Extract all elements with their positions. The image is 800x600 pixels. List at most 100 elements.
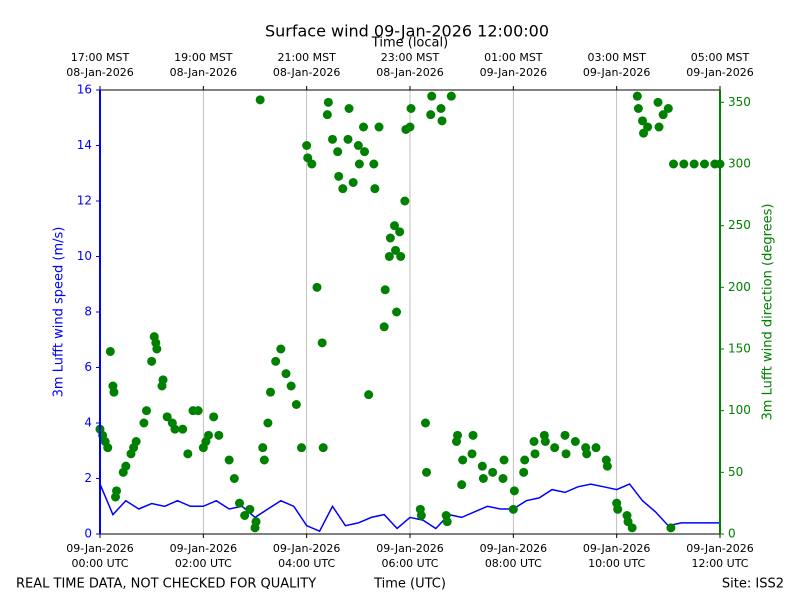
- direction-point: [421, 418, 430, 428]
- direction-point: [669, 159, 678, 169]
- direction-point: [499, 455, 509, 465]
- y-tick-label: 10: [77, 249, 92, 263]
- direction-point: [405, 122, 415, 132]
- direction-point: [204, 430, 213, 440]
- direction-point: [436, 104, 446, 113]
- y2-tick-label: 0: [728, 527, 736, 541]
- direction-point: [251, 517, 261, 527]
- y-tick-label: 8: [84, 305, 92, 319]
- direction-point: [380, 285, 390, 295]
- direction-point: [530, 449, 540, 459]
- direction-point: [266, 387, 275, 397]
- direction-point: [259, 455, 269, 465]
- direction-point: [406, 104, 416, 113]
- x2-tick-label: 23:00 MST: [381, 51, 440, 64]
- direction-point: [422, 467, 432, 477]
- x-tick-label: 12:00 UTC: [691, 557, 748, 570]
- direction-point: [338, 184, 348, 194]
- direction-point: [658, 110, 668, 120]
- direction-point: [478, 474, 488, 483]
- direction-point: [540, 437, 550, 446]
- direction-point: [446, 91, 456, 101]
- x2-tick-label: 19:00 MST: [174, 51, 233, 64]
- x-tick-label: 06:00 UTC: [381, 557, 438, 570]
- direction-point: [477, 461, 487, 471]
- direction-point: [158, 375, 168, 385]
- direction-point: [416, 511, 426, 520]
- direction-point: [633, 104, 643, 113]
- direction-point: [370, 184, 380, 194]
- direction-point: [139, 418, 149, 428]
- direction-point: [271, 356, 281, 366]
- x-tick-label: 00:00 UTC: [71, 557, 128, 570]
- y2-tick-label: 350: [728, 95, 751, 109]
- direction-point: [570, 437, 580, 446]
- x2-tick-label: 08-Jan-2026: [170, 66, 238, 79]
- direction-point: [638, 116, 647, 126]
- direction-point: [344, 104, 354, 113]
- direction-point: [395, 227, 405, 237]
- direction-point: [508, 504, 518, 514]
- y-tick-label: 16: [77, 83, 92, 97]
- y2-tick-label: 150: [728, 342, 751, 356]
- footnote: Site: ISS2: [722, 577, 784, 592]
- x2-tick-label: 05:00 MST: [691, 51, 750, 64]
- direction-point: [384, 252, 394, 261]
- footnote: REAL TIME DATA, NOT CHECKED FOR QUALITY: [16, 577, 316, 592]
- direction-point: [214, 430, 224, 440]
- direction-point: [193, 406, 203, 416]
- direction-point: [209, 412, 219, 422]
- direction-point: [663, 104, 673, 113]
- x-tick-label: 08:00 UTC: [485, 557, 542, 570]
- direction-point: [396, 252, 406, 261]
- direction-point: [427, 91, 437, 101]
- direction-point: [354, 159, 364, 169]
- direction-point: [591, 443, 601, 453]
- x-tick-label: 09-Jan-2026: [480, 542, 548, 555]
- direction-point: [343, 134, 353, 144]
- direction-point: [302, 141, 312, 150]
- direction-point: [391, 245, 401, 255]
- x-tick-label: 02:00 UTC: [175, 557, 232, 570]
- y-tick-label: 14: [77, 138, 92, 152]
- direction-point: [307, 159, 317, 169]
- direction-point: [297, 443, 306, 453]
- direction-point: [666, 523, 676, 533]
- x2-tick-label: 21:00 MST: [277, 51, 336, 64]
- direction-point: [627, 523, 637, 533]
- x-tick-label: 10:00 UTC: [588, 557, 645, 570]
- direction-point: [318, 443, 328, 453]
- direction-point: [400, 196, 410, 206]
- x2-tick-label: 01:00 MST: [484, 51, 543, 64]
- direction-point: [322, 110, 332, 120]
- y-tick-label: 0: [84, 527, 92, 541]
- direction-point: [183, 449, 193, 459]
- direction-point: [353, 141, 363, 150]
- x2-tick-label: 09-Jan-2026: [583, 66, 651, 79]
- direction-point: [348, 178, 358, 187]
- direction-point: [385, 233, 395, 243]
- direction-point: [560, 430, 570, 440]
- direction-point: [468, 430, 478, 440]
- direction-point: [276, 344, 286, 354]
- chart-title: Surface wind 09-Jan-2026 12:00:00: [265, 22, 549, 41]
- direction-point: [654, 122, 664, 132]
- direction-point: [334, 171, 344, 181]
- direction-point: [245, 504, 255, 514]
- direction-point: [442, 517, 452, 527]
- speed-line: [99, 483, 720, 533]
- y-tick-label: 4: [84, 416, 92, 430]
- y2-tick-label: 250: [728, 218, 751, 232]
- direction-point: [235, 498, 244, 508]
- direction-point: [453, 430, 463, 440]
- direction-point: [178, 424, 188, 434]
- direction-point: [689, 159, 699, 169]
- direction-point: [162, 412, 172, 422]
- direction-point: [467, 449, 477, 459]
- direction-point: [109, 387, 119, 397]
- x2-axis-label: Time (local): [371, 36, 448, 51]
- direction-point: [121, 461, 131, 471]
- x-tick-label: 09-Jan-2026: [686, 542, 754, 555]
- direction-point: [520, 455, 530, 465]
